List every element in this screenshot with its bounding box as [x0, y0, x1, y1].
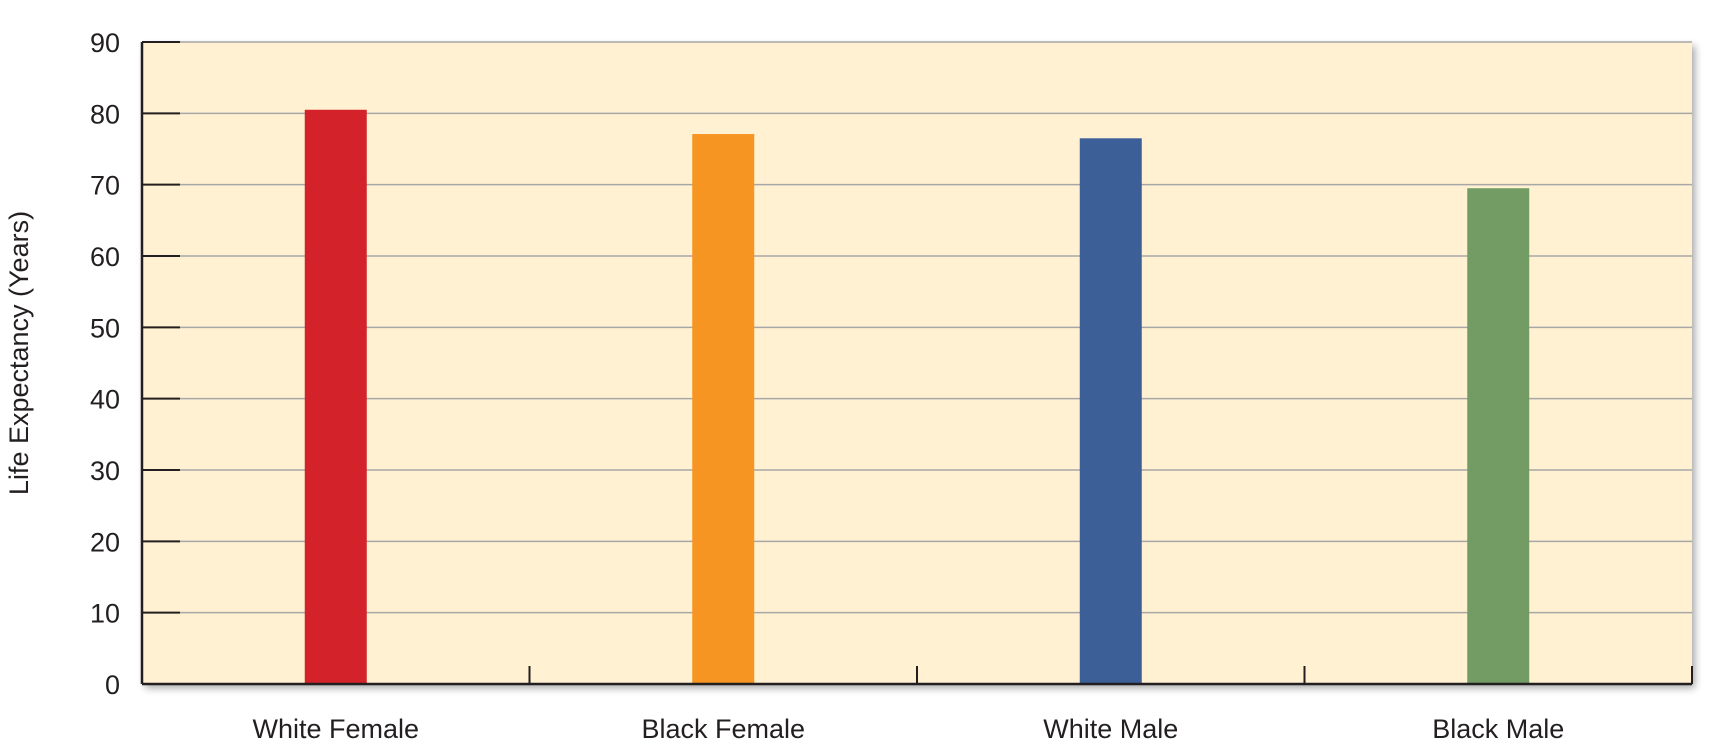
x-tick-label: Black Female [641, 714, 805, 744]
bars [304, 109, 1530, 685]
y-tick-label: 30 [90, 456, 120, 486]
x-tick-label: White Male [1043, 714, 1178, 744]
x-tick-label: Black Male [1432, 714, 1564, 744]
gridlines [142, 41, 1692, 614]
plot-area [142, 42, 1692, 684]
y-tick-label: 60 [90, 242, 120, 272]
y-tick-label: 50 [90, 313, 120, 343]
y-tick-label: 80 [90, 99, 120, 129]
y-axis-title: Life Expectancy (Years) [4, 211, 34, 495]
y-tick-labels: 0 10 20 30 40 50 60 70 80 90 [90, 28, 120, 700]
x-tick-label: White Female [252, 714, 419, 744]
y-tick-label: 90 [90, 28, 120, 58]
bar [1079, 138, 1142, 685]
y-tick-label: 0 [105, 670, 120, 700]
x-tick-labels: White Female Black Female White Male Black … [252, 714, 1564, 744]
y-tick-label: 70 [90, 171, 120, 201]
axes [140, 41, 1693, 686]
y-tick-label: 20 [90, 527, 120, 557]
bar [692, 134, 755, 684]
bar [304, 109, 367, 685]
y-tick-label: 10 [90, 599, 120, 629]
bar [1467, 188, 1530, 684]
y-tick-label: 40 [90, 385, 120, 415]
